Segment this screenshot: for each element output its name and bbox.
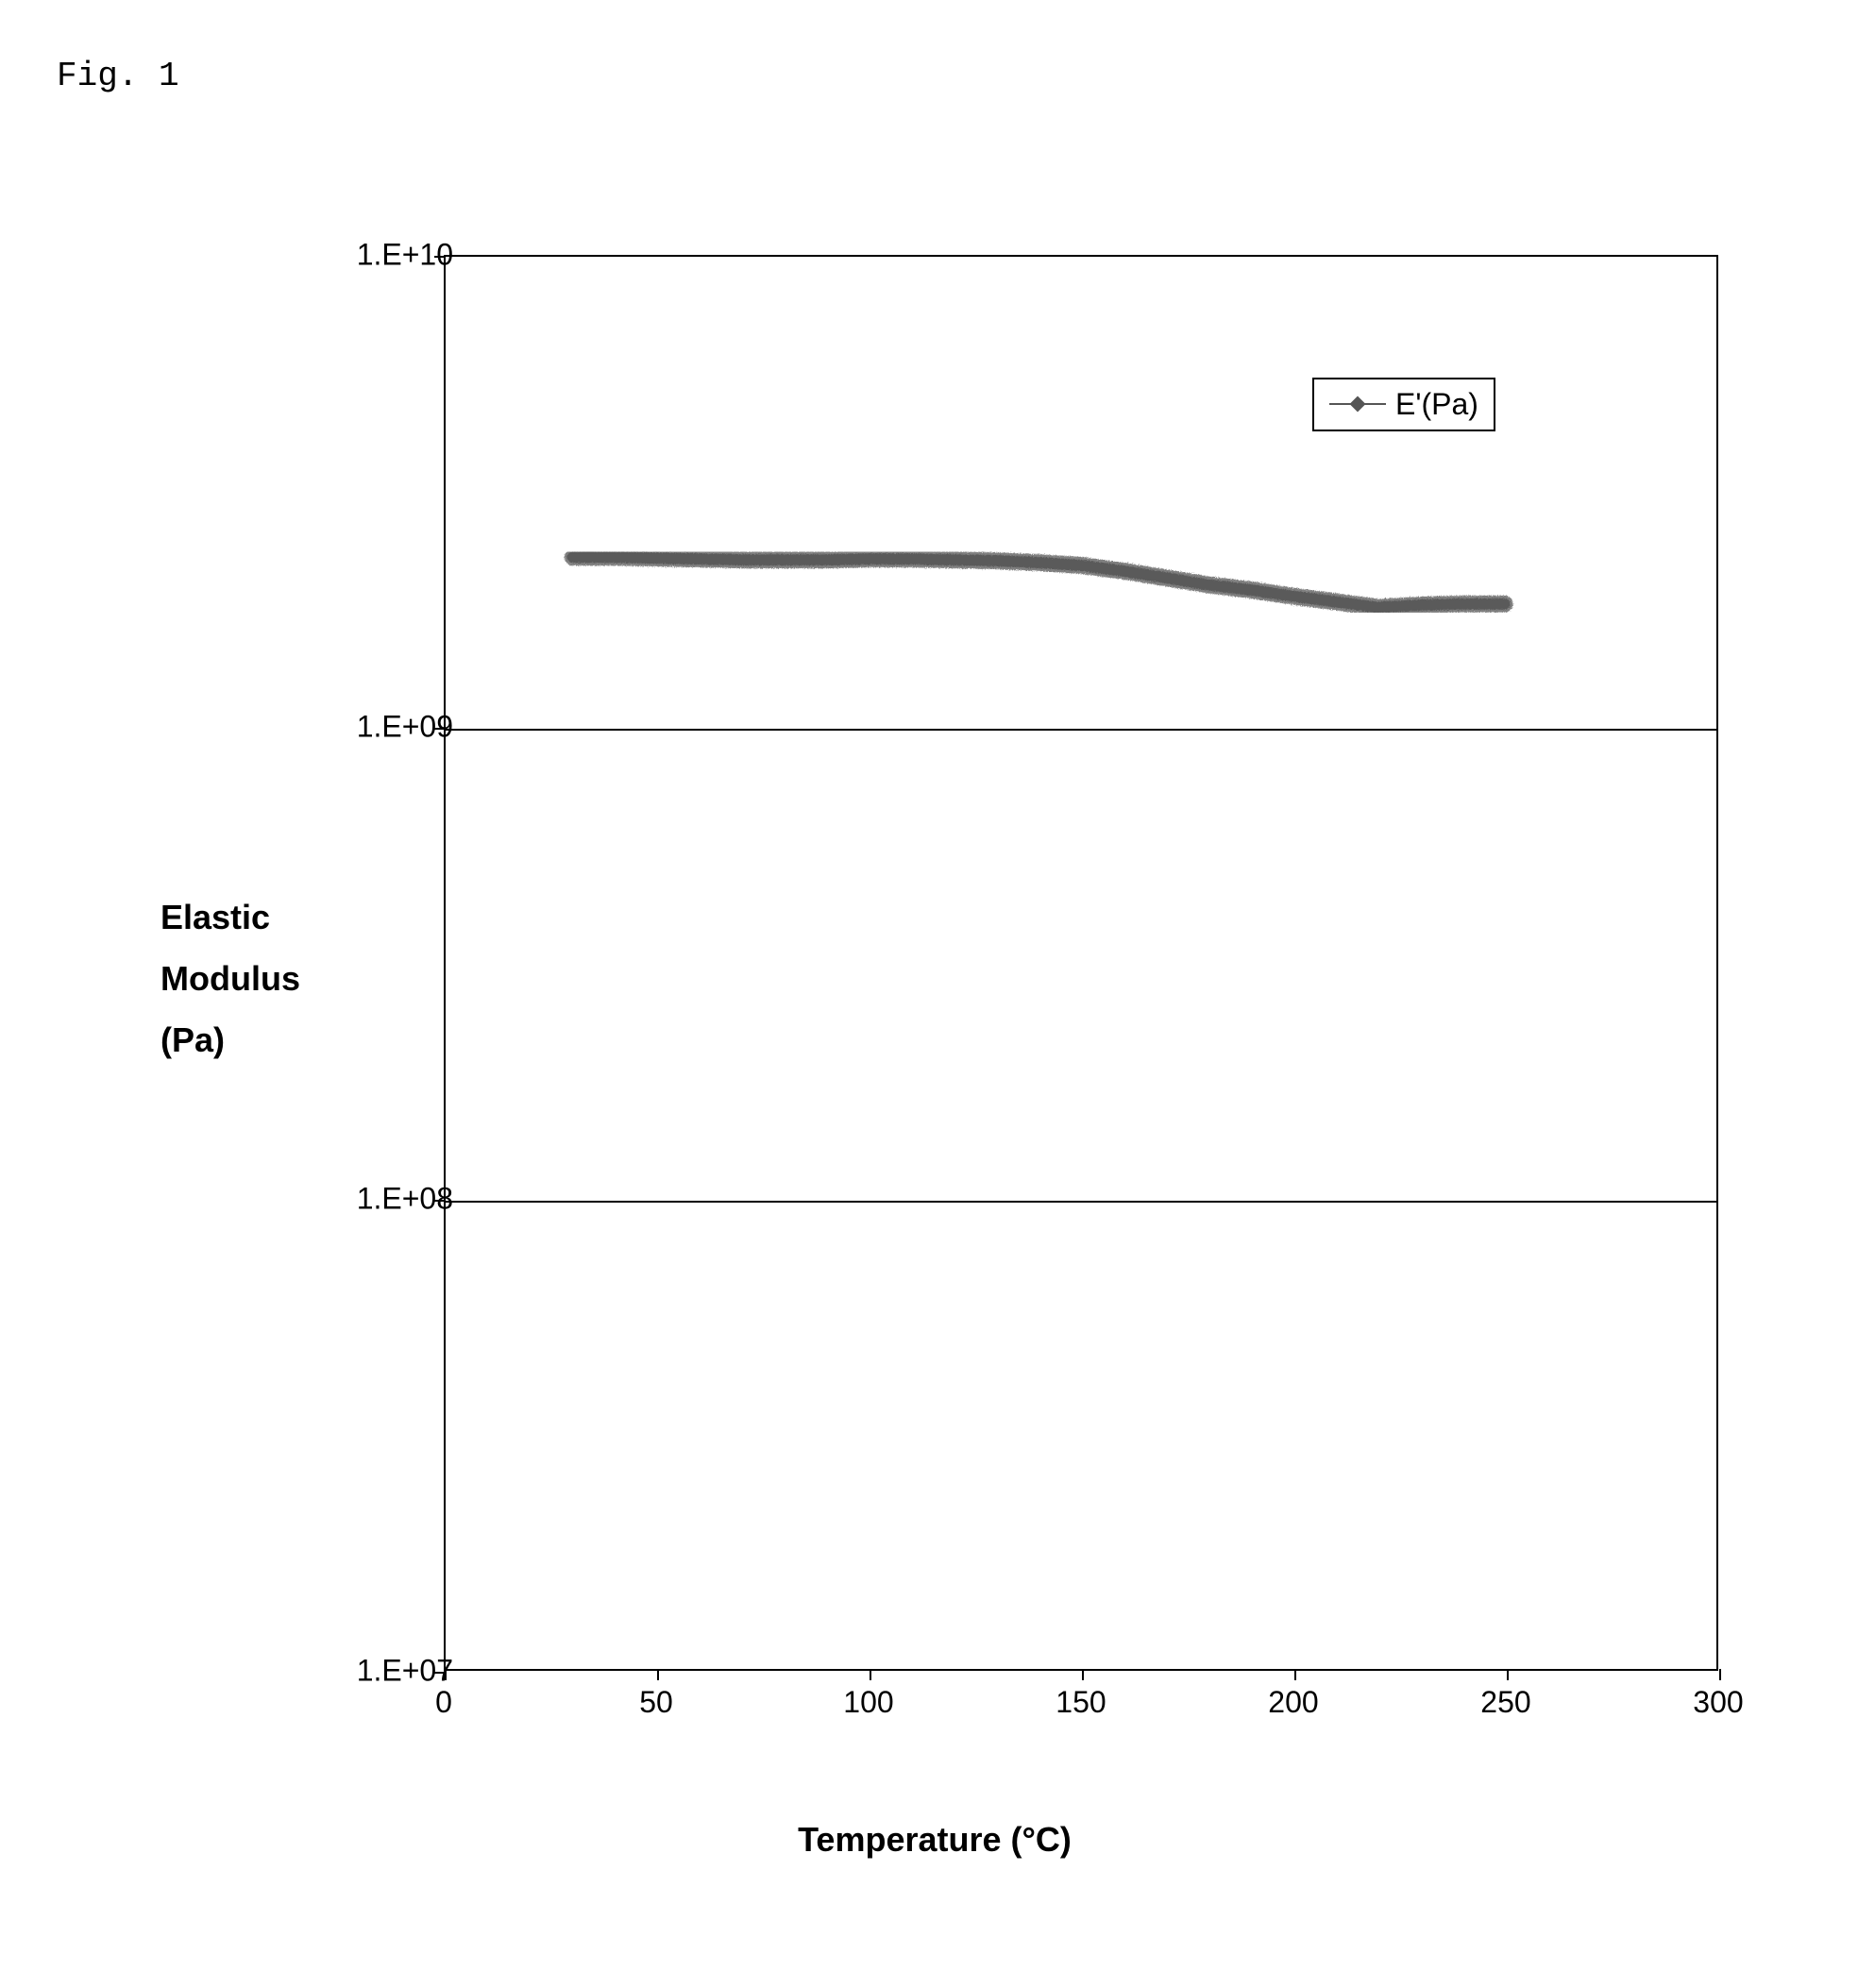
x-tick-mark xyxy=(657,1669,659,1680)
y-tick-label: 1.E+08 xyxy=(357,1182,453,1217)
x-tick-label: 200 xyxy=(1268,1685,1318,1720)
legend-line-sample xyxy=(1329,403,1386,405)
x-tick-label: 300 xyxy=(1693,1685,1743,1720)
y-tick-label: 1.E+10 xyxy=(357,238,453,273)
x-tick-label: 250 xyxy=(1480,1685,1530,1720)
page: Fig. 1 Elastic Modulus (Pa) xyxy=(38,38,1858,1950)
legend-label: E'(Pa) xyxy=(1395,387,1478,422)
y-tick-label: 1.E+07 xyxy=(357,1654,453,1689)
x-tick-label: 150 xyxy=(1056,1685,1106,1720)
x-tick-label: 100 xyxy=(843,1685,893,1720)
x-tick-label: 0 xyxy=(435,1685,452,1720)
plot-area: E'(Pa) xyxy=(444,255,1718,1671)
legend-marker-icon xyxy=(1350,396,1366,413)
y-axis-label-line: Elastic xyxy=(160,887,300,949)
gridline xyxy=(446,729,1716,731)
x-tick-mark xyxy=(1719,1669,1721,1680)
x-tick-label: 50 xyxy=(639,1685,673,1720)
x-tick-mark xyxy=(1507,1669,1509,1680)
y-axis-label-line: (Pa) xyxy=(160,1010,300,1071)
y-axis-label: Elastic Modulus (Pa) xyxy=(160,887,300,1070)
chart-container: Elastic Modulus (Pa) E' xyxy=(132,227,1737,1831)
x-tick-mark xyxy=(1294,1669,1296,1680)
y-tick-label: 1.E+09 xyxy=(357,710,453,745)
gridline xyxy=(446,1201,1716,1203)
x-tick-mark xyxy=(1082,1669,1084,1680)
x-axis-label: Temperature (°C) xyxy=(798,1820,1072,1860)
x-tick-mark xyxy=(870,1669,871,1680)
legend: E'(Pa) xyxy=(1312,378,1495,431)
y-axis-label-line: Modulus xyxy=(160,949,300,1010)
data-series-line xyxy=(446,257,1716,1669)
figure-label: Fig. 1 xyxy=(57,57,179,95)
